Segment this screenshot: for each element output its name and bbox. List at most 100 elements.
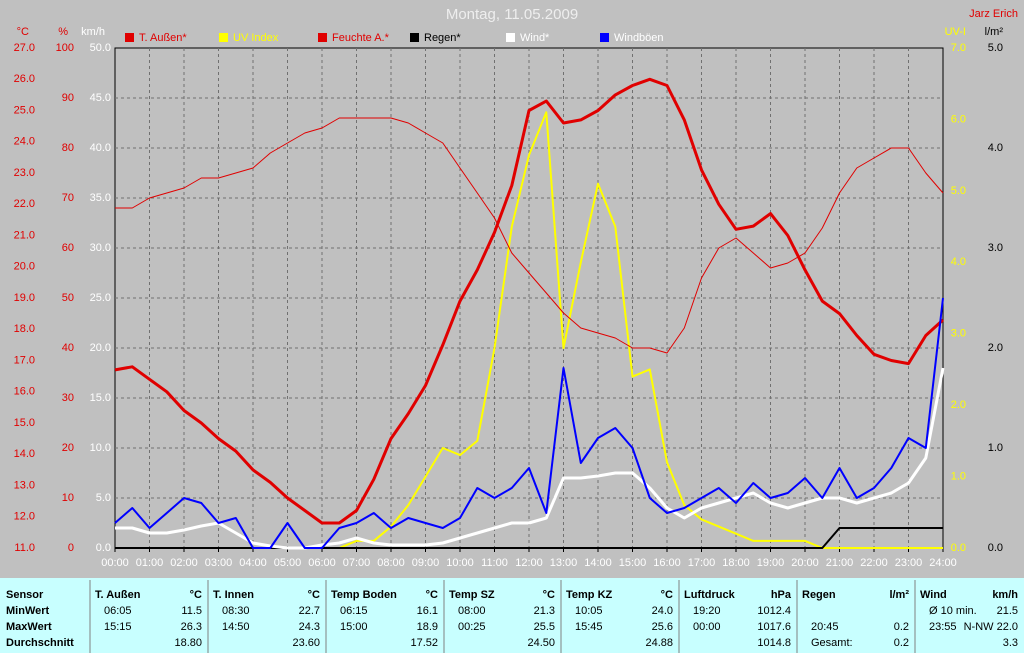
y-tick-label: 40.0 [90,142,111,154]
axis-label: UV-I [945,26,966,38]
y-tick-label: 5.0 [988,42,1003,54]
y-tick-label: 20.0 [14,261,35,273]
x-tick-label: 17:00 [688,557,716,569]
cell-time: 00:25 [458,621,486,633]
x-tick-label: 05:00 [274,557,302,569]
cell-value: 24.88 [645,637,673,649]
row-label: Durchschnitt [6,637,74,649]
y-tick-label: 10.0 [90,442,111,454]
y-tick-label: 60 [62,242,74,254]
cell-value: 24.50 [527,637,555,649]
column-header: Regen [802,589,836,601]
cell-value: 16.1 [417,605,438,617]
cell-value: 22.7 [299,605,320,617]
cell-value: 1014.8 [757,637,791,649]
cell-time: 15:15 [104,621,132,633]
cell-value: 21.5 [997,605,1018,617]
y-tick-label: 45.0 [90,92,111,104]
y-tick-label: 17.0 [14,354,35,366]
x-tick-label: 19:00 [757,557,785,569]
x-tick-label: 02:00 [170,557,198,569]
legend-swatch [219,33,228,42]
x-tick-label: 21:00 [826,557,854,569]
y-tick-label: 5.0 [96,492,111,504]
x-tick-label: 04:00 [239,557,267,569]
x-tick-label: 10:00 [446,557,474,569]
y-tick-label: 80 [62,142,74,154]
y-tick-label: 4.0 [951,256,966,268]
cell-value: 3.3 [1003,637,1018,649]
cell-value: 17.52 [410,637,438,649]
series-line [114,77,945,525]
x-tick-label: 03:00 [205,557,233,569]
chart-title: Montag, 11.05.2009 [446,6,578,23]
cell-value: 11.5 [181,605,202,617]
x-tick-label: 07:00 [343,557,371,569]
y-tick-label: 3.0 [988,242,1003,254]
y-tick-label: 1.0 [988,442,1003,454]
cell-value: 1012.4 [757,605,791,617]
y-tick-label: 1.0 [951,470,966,482]
y-tick-label: 4.0 [988,142,1003,154]
cell-value: N-NW 22.0 [964,621,1018,633]
x-tick-label: 14:00 [584,557,612,569]
cell-time: 00:00 [693,621,721,633]
author: Jarz Erich [969,8,1018,20]
y-tick-label: 70 [62,192,74,204]
y-tick-label: 20 [62,442,74,454]
legend-swatch [600,33,609,42]
x-tick-label: 09:00 [412,557,440,569]
legend-swatch [125,33,134,42]
cell-time: 15:45 [575,621,603,633]
cell-time: 08:30 [222,605,250,617]
x-tick-label: 06:00 [308,557,336,569]
cell-value: 21.3 [534,605,555,617]
cell-time: 08:00 [458,605,486,617]
axis-label: % [58,26,68,38]
cell-value: 18.80 [174,637,202,649]
row-label: Sensor [6,589,44,601]
row-label: MaxWert [6,621,52,633]
y-tick-label: 40 [62,342,74,354]
column-header: Temp Boden [331,589,397,601]
cell-time: 23:55 [929,621,957,633]
cell-time: 06:15 [340,605,368,617]
y-tick-label: 0.0 [951,542,966,554]
column-header: T. Außen [95,589,141,601]
y-tick-label: 6.0 [951,113,966,125]
row-label: MinWert [6,605,50,617]
cell-time: 14:50 [222,621,250,633]
x-tick-label: 13:00 [550,557,578,569]
x-tick-label: 23:00 [895,557,923,569]
cell-time: 20:45 [811,621,839,633]
column-header: Temp KZ [566,589,613,601]
y-tick-label: 100 [56,42,74,54]
y-tick-label: 50.0 [90,42,111,54]
column-unit: hPa [771,589,792,601]
y-tick-label: 25.0 [90,292,111,304]
y-tick-label: 2.0 [988,342,1003,354]
y-tick-label: 15.0 [14,417,35,429]
column-header: Temp SZ [449,589,495,601]
series-line [115,367,945,550]
x-tick-label: 24:00 [929,557,957,569]
cell-value: 23.60 [292,637,320,649]
y-tick-label: 2.0 [951,399,966,411]
column-unit: km/h [992,589,1018,601]
y-tick-label: 23.0 [14,167,35,179]
y-tick-label: 30 [62,392,74,404]
y-tick-label: 12.0 [14,511,35,523]
y-tick-label: 13.0 [14,479,35,491]
legend-swatch [318,33,327,42]
stats-table [0,578,1024,653]
y-tick-label: 26.0 [14,73,35,85]
cell-time: 06:05 [104,605,132,617]
legend-label: Windböen [614,32,664,44]
column-unit: °C [308,589,320,601]
cell-value: 25.5 [534,621,555,633]
cell-value: 24.3 [299,621,320,633]
y-tick-label: 24.0 [14,136,35,148]
x-tick-label: 16:00 [653,557,681,569]
y-tick-label: 50 [62,292,74,304]
